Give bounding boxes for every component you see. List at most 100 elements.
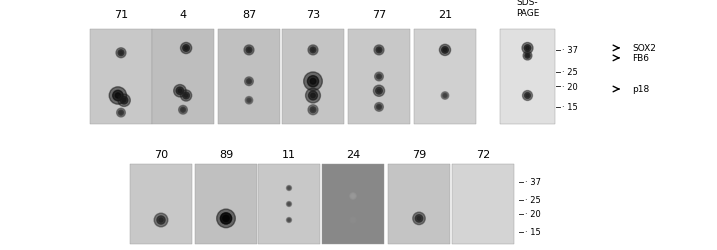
Circle shape [522,43,533,54]
Circle shape [374,86,384,97]
Circle shape [310,94,315,98]
Circle shape [352,219,354,221]
Circle shape [525,54,530,59]
Text: · 37: · 37 [525,178,541,186]
Circle shape [183,46,189,52]
Text: 4: 4 [179,10,186,20]
Circle shape [376,105,381,110]
Text: 79: 79 [412,150,426,159]
Circle shape [526,95,529,98]
Circle shape [375,103,384,112]
Circle shape [247,49,250,52]
Text: p18: p18 [632,85,650,94]
Circle shape [310,79,315,85]
Circle shape [526,47,529,50]
Text: 77: 77 [372,10,386,20]
Circle shape [310,107,316,113]
Bar [130,164,192,244]
Circle shape [377,90,381,93]
Circle shape [378,49,381,52]
Bar [388,164,450,244]
Text: 21: 21 [438,10,452,20]
Circle shape [525,93,531,99]
Bar [282,30,344,124]
Circle shape [181,108,186,113]
Circle shape [113,91,123,101]
Circle shape [287,186,292,191]
Circle shape [118,110,123,116]
Bar [90,30,152,124]
Text: · 20: · 20 [562,82,578,91]
Circle shape [244,46,254,56]
Circle shape [523,52,532,61]
Circle shape [311,49,315,52]
Text: · 25: · 25 [525,196,541,205]
Circle shape [120,112,123,114]
Circle shape [413,212,425,225]
Text: 72: 72 [476,150,490,159]
Circle shape [115,94,120,99]
Circle shape [217,209,235,228]
Text: · 20: · 20 [525,209,541,218]
Text: SDS-
PAGE: SDS- PAGE [516,0,539,18]
Circle shape [181,43,191,54]
Circle shape [444,95,446,97]
Circle shape [288,188,290,189]
Circle shape [288,204,290,205]
Circle shape [183,93,189,100]
Circle shape [117,109,125,118]
Text: · 25: · 25 [562,68,578,77]
Circle shape [415,215,423,222]
Circle shape [223,215,229,222]
Circle shape [220,213,232,224]
Circle shape [350,217,356,223]
Circle shape [288,187,290,190]
Circle shape [287,202,292,207]
Bar [348,30,410,124]
Circle shape [184,47,188,50]
Circle shape [311,109,315,112]
Circle shape [157,216,165,224]
Circle shape [378,106,380,109]
Circle shape [224,217,228,220]
Text: 70: 70 [154,150,168,159]
Circle shape [120,52,123,55]
Circle shape [304,73,323,91]
Circle shape [288,220,290,221]
Circle shape [351,218,355,222]
Circle shape [440,45,450,56]
Text: · 15: · 15 [525,228,541,236]
Circle shape [118,95,130,107]
Bar [195,164,257,244]
Circle shape [526,55,529,58]
Circle shape [220,213,232,224]
Circle shape [523,91,533,101]
Circle shape [245,97,252,104]
Circle shape [308,76,318,88]
Circle shape [154,213,168,227]
Circle shape [181,109,184,112]
Circle shape [443,94,447,98]
Circle shape [417,217,421,220]
Circle shape [376,74,381,80]
Circle shape [174,85,186,98]
Text: 87: 87 [242,10,256,20]
Circle shape [247,81,250,83]
Circle shape [374,46,384,56]
Bar [322,164,384,244]
Circle shape [308,105,318,115]
Circle shape [247,98,251,103]
Circle shape [378,76,380,78]
Circle shape [288,203,290,206]
Circle shape [109,88,127,105]
Text: · 37: · 37 [562,46,578,55]
Bar [258,164,320,244]
Text: · 15: · 15 [562,103,578,112]
Circle shape [176,88,184,95]
Circle shape [308,46,318,56]
Bar [500,30,555,124]
Circle shape [287,218,292,222]
Circle shape [122,99,126,103]
Circle shape [184,94,188,98]
Circle shape [376,48,382,54]
